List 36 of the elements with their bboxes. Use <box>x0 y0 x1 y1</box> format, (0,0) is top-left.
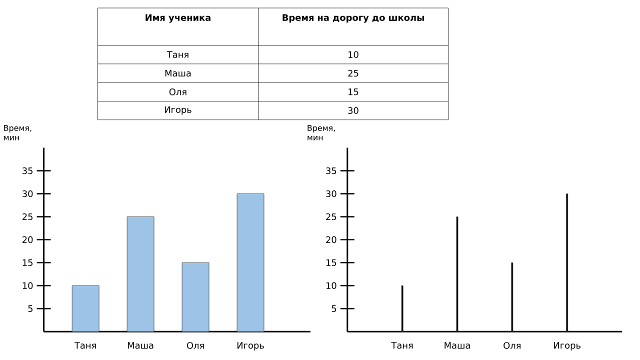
x-tick-label: Оля <box>186 342 204 350</box>
y-tick-label: 35 <box>22 168 32 174</box>
x-tick-label: Таня <box>391 342 413 349</box>
y-tick-label: 10 <box>22 282 33 290</box>
category-label: Маша <box>165 70 191 77</box>
text: Время на дорогу до школы <box>282 14 424 23</box>
y-tick-label: 20 <box>22 236 33 244</box>
x-tick-label: Игорь <box>554 342 580 351</box>
text: Имя ученика <box>146 14 210 23</box>
category-label: Игорь <box>164 106 192 115</box>
data-label: 10 <box>348 51 358 58</box>
bar <box>182 262 210 332</box>
y-tick-label: 30 <box>326 190 336 198</box>
y-tick-label: 5 <box>28 306 32 312</box>
bar <box>126 216 154 332</box>
y-tick-label: 5 <box>332 306 336 312</box>
y-tick-label: 30 <box>22 190 33 198</box>
bar <box>236 194 264 332</box>
y-tick-label: 15 <box>22 260 32 266</box>
x-tick-label: Оля <box>504 342 520 350</box>
category-label: Таня <box>166 52 188 58</box>
bar <box>72 286 100 332</box>
x-tick-label: Игорь <box>237 342 264 351</box>
x-tick-label: Маша <box>444 342 470 349</box>
x-tick-label: Таня <box>74 342 96 349</box>
y-tick-label: 25 <box>326 214 336 220</box>
category-label: Оля <box>169 88 186 96</box>
x-tick-label: Маша <box>128 342 154 349</box>
y-tick-label: 25 <box>22 214 32 220</box>
y-tick-label: 15 <box>326 260 336 266</box>
y-tick-label: 20 <box>326 236 336 244</box>
data-label: 25 <box>348 70 358 77</box>
data-label: 15 <box>348 88 358 96</box>
data-label: 30 <box>348 107 358 114</box>
y-tick-label: 35 <box>326 168 336 174</box>
y-tick-label: 10 <box>326 282 336 290</box>
